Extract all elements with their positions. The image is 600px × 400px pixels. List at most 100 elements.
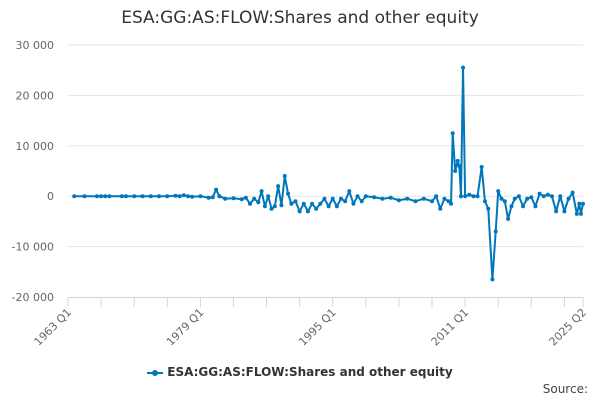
- data-point: [223, 196, 228, 201]
- data-point: [471, 194, 476, 199]
- data-point: [363, 194, 368, 199]
- data-point: [446, 199, 451, 204]
- data-point: [318, 201, 323, 206]
- data-point: [293, 199, 298, 204]
- data-point: [190, 194, 195, 199]
- data-point: [405, 196, 410, 201]
- data-point: [506, 216, 511, 221]
- data-point: [99, 194, 104, 199]
- data-point: [509, 204, 514, 209]
- data-point: [438, 206, 443, 211]
- data-point: [334, 204, 339, 209]
- data-point: [455, 158, 460, 163]
- data-point: [372, 195, 377, 200]
- data-point: [107, 194, 112, 199]
- data-point: [453, 169, 458, 173]
- data-point: [351, 201, 356, 206]
- data-point: [558, 194, 563, 199]
- data-point: [206, 195, 211, 200]
- data-point: [490, 277, 495, 282]
- series-line: [74, 66, 584, 281]
- data-point: [185, 194, 190, 199]
- data-point: [286, 191, 291, 196]
- data-point: [521, 204, 526, 209]
- data-point: [289, 201, 294, 206]
- data-point: [496, 189, 501, 194]
- data-point: [157, 194, 162, 199]
- data-point: [421, 196, 426, 201]
- data-point: [165, 194, 170, 199]
- data-point: [554, 209, 559, 214]
- data-point: [457, 163, 462, 168]
- data-point: [396, 198, 401, 203]
- data-point: [430, 199, 435, 204]
- data-point: [549, 194, 554, 199]
- data-point: [148, 194, 153, 199]
- data-point: [248, 201, 253, 206]
- data-point: [339, 196, 344, 201]
- data-point: [256, 200, 261, 205]
- data-point: [570, 190, 575, 195]
- data-point: [463, 194, 468, 199]
- data-point: [310, 201, 315, 206]
- chart-title: ESA:GG:AS:FLOW:Shares and other equity: [121, 8, 479, 28]
- data-point: [359, 199, 364, 204]
- data-point: [119, 194, 124, 199]
- data-point: [269, 206, 274, 211]
- data-point: [301, 201, 306, 206]
- data-point: [123, 194, 128, 199]
- data-point: [574, 211, 579, 216]
- data-point: [217, 194, 222, 199]
- data-point: [578, 211, 583, 216]
- data-point: [529, 195, 534, 200]
- data-point: [525, 196, 530, 201]
- data-point: [482, 199, 487, 204]
- data-point: [314, 206, 319, 211]
- legend-swatch-icon: [147, 369, 164, 376]
- data-point: [475, 194, 480, 199]
- data-point: [326, 204, 331, 209]
- data-point: [479, 164, 484, 169]
- y-tick-label: 30 000: [16, 39, 55, 52]
- data-point: [516, 194, 521, 199]
- data-point: [82, 194, 87, 199]
- data-point: [243, 195, 248, 200]
- data-point: [537, 191, 542, 196]
- data-point: [259, 189, 264, 194]
- data-point: [231, 196, 236, 201]
- data-point: [545, 192, 550, 197]
- data-point: [442, 196, 447, 201]
- data-point: [577, 201, 582, 206]
- data-point: [512, 196, 517, 201]
- data-point: [566, 196, 571, 201]
- y-tick-label: 20 000: [16, 89, 55, 102]
- legend-label: ESA:GG:AS:FLOW:Shares and other equity: [167, 365, 453, 379]
- data-point: [450, 131, 455, 136]
- data-point: [72, 194, 77, 199]
- data-point: [347, 189, 352, 194]
- y-tick-label: -20 000: [12, 291, 54, 304]
- x-tick-label: 1995 Q1: [296, 306, 339, 349]
- data-point: [276, 184, 281, 189]
- data-point: [581, 201, 585, 206]
- y-tick-label: 10 000: [16, 140, 55, 153]
- data-point: [533, 204, 538, 209]
- data-point: [541, 194, 546, 199]
- data-point: [177, 194, 182, 199]
- data-point: [140, 194, 145, 199]
- data-point: [467, 192, 472, 197]
- y-tick-label: 0: [47, 190, 54, 203]
- data-point: [380, 196, 385, 201]
- data-point: [355, 194, 360, 199]
- data-point: [214, 187, 219, 192]
- legend-item[interactable]: ESA:GG:AS:FLOW:Shares and other equity: [0, 365, 600, 379]
- data-point: [499, 196, 504, 201]
- data-point: [181, 193, 186, 198]
- data-point: [449, 201, 454, 206]
- data-point: [330, 196, 335, 201]
- data-point: [173, 193, 178, 198]
- data-point: [458, 194, 463, 199]
- x-tick-label: 1979 Q1: [164, 306, 207, 349]
- data-point: [461, 65, 466, 70]
